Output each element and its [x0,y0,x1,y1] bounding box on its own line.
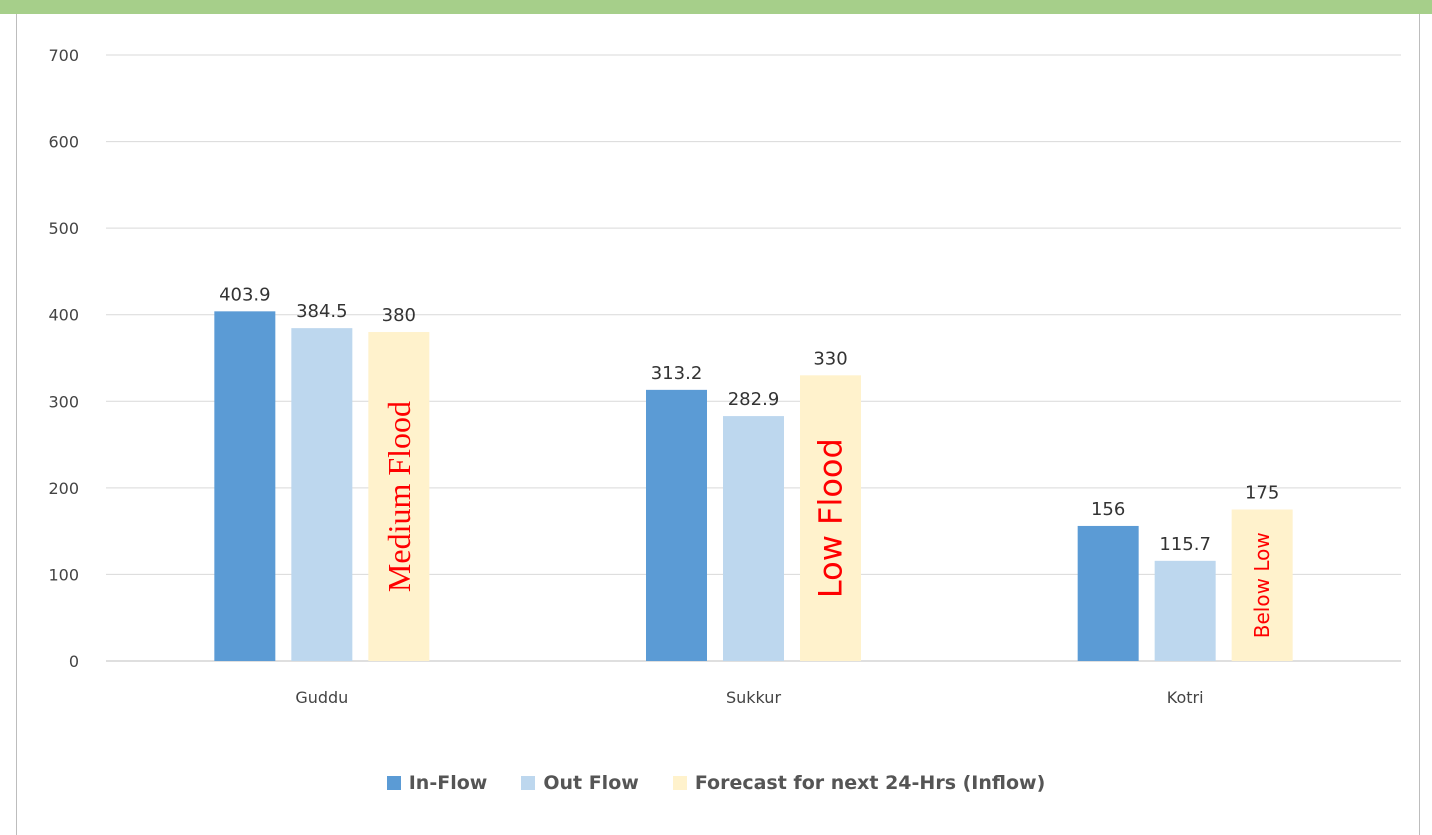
legend-item: In-Flow [386,772,488,794]
bar-guddu-outflow [291,328,353,661]
y-tick-label: 300 [48,392,79,411]
legend-swatch [386,776,401,790]
x-category-label: Guddu [295,688,348,707]
y-tick-label: 700 [48,46,79,65]
y-tick-label: 400 [48,306,79,325]
x-category-label: Sukkur [726,688,781,707]
data-label: 156 [1091,499,1125,520]
bar-kotri-forecast [1231,509,1293,661]
flood-level-label: Below Low [1250,532,1274,638]
data-label: 282.9 [728,389,780,410]
chart-area: 0 100 200 300 400 500 600 700 403.9 384.5 380 Mediu… [16,14,1420,835]
bar-chart: 0 100 200 300 400 500 600 700 403.9 384.5 380 Mediu… [48,46,1401,707]
bar-sukkur-outflow [723,416,784,661]
data-label: 313.2 [651,363,703,384]
y-tick-label: 200 [48,479,79,498]
legend: In-Flow Out Flow Forecast for next 24-Hrs … [0,772,1432,794]
data-label: 330 [813,348,847,369]
data-label: 403.9 [219,284,271,305]
data-label: 384.5 [296,301,348,322]
legend-label: In-Flow [408,772,488,794]
y-tick-label: 100 [48,565,79,584]
bar-guddu-inflow [214,311,276,661]
y-tick-label: 500 [48,219,79,238]
x-category-label: Kotri [1167,688,1204,707]
legend-label: Forecast for next 24-Hrs (Inflow) [694,772,1046,794]
data-label: 115.7 [1159,534,1211,555]
legend-swatch [521,776,536,790]
flood-level-label: Medium Flood [381,401,417,592]
data-label: 380 [382,305,416,326]
y-tick-label: 600 [48,133,79,152]
bar-kotri-outflow [1154,560,1216,661]
chart-title-band [0,0,1432,14]
data-label: 175 [1245,483,1279,504]
bar-kotri-inflow [1077,525,1139,661]
legend-label: Out Flow [543,772,639,794]
bar-sukkur-forecast [800,375,861,661]
y-tick-label: 0 [69,652,79,671]
bar-sukkur-inflow [646,389,707,661]
legend-item: Forecast for next 24-Hrs (Inflow) [672,772,1046,794]
legend-swatch [672,776,687,790]
flood-level-label: Low Flood [812,438,850,598]
legend-item: Out Flow [521,772,639,794]
bar-guddu-forecast [368,332,430,661]
